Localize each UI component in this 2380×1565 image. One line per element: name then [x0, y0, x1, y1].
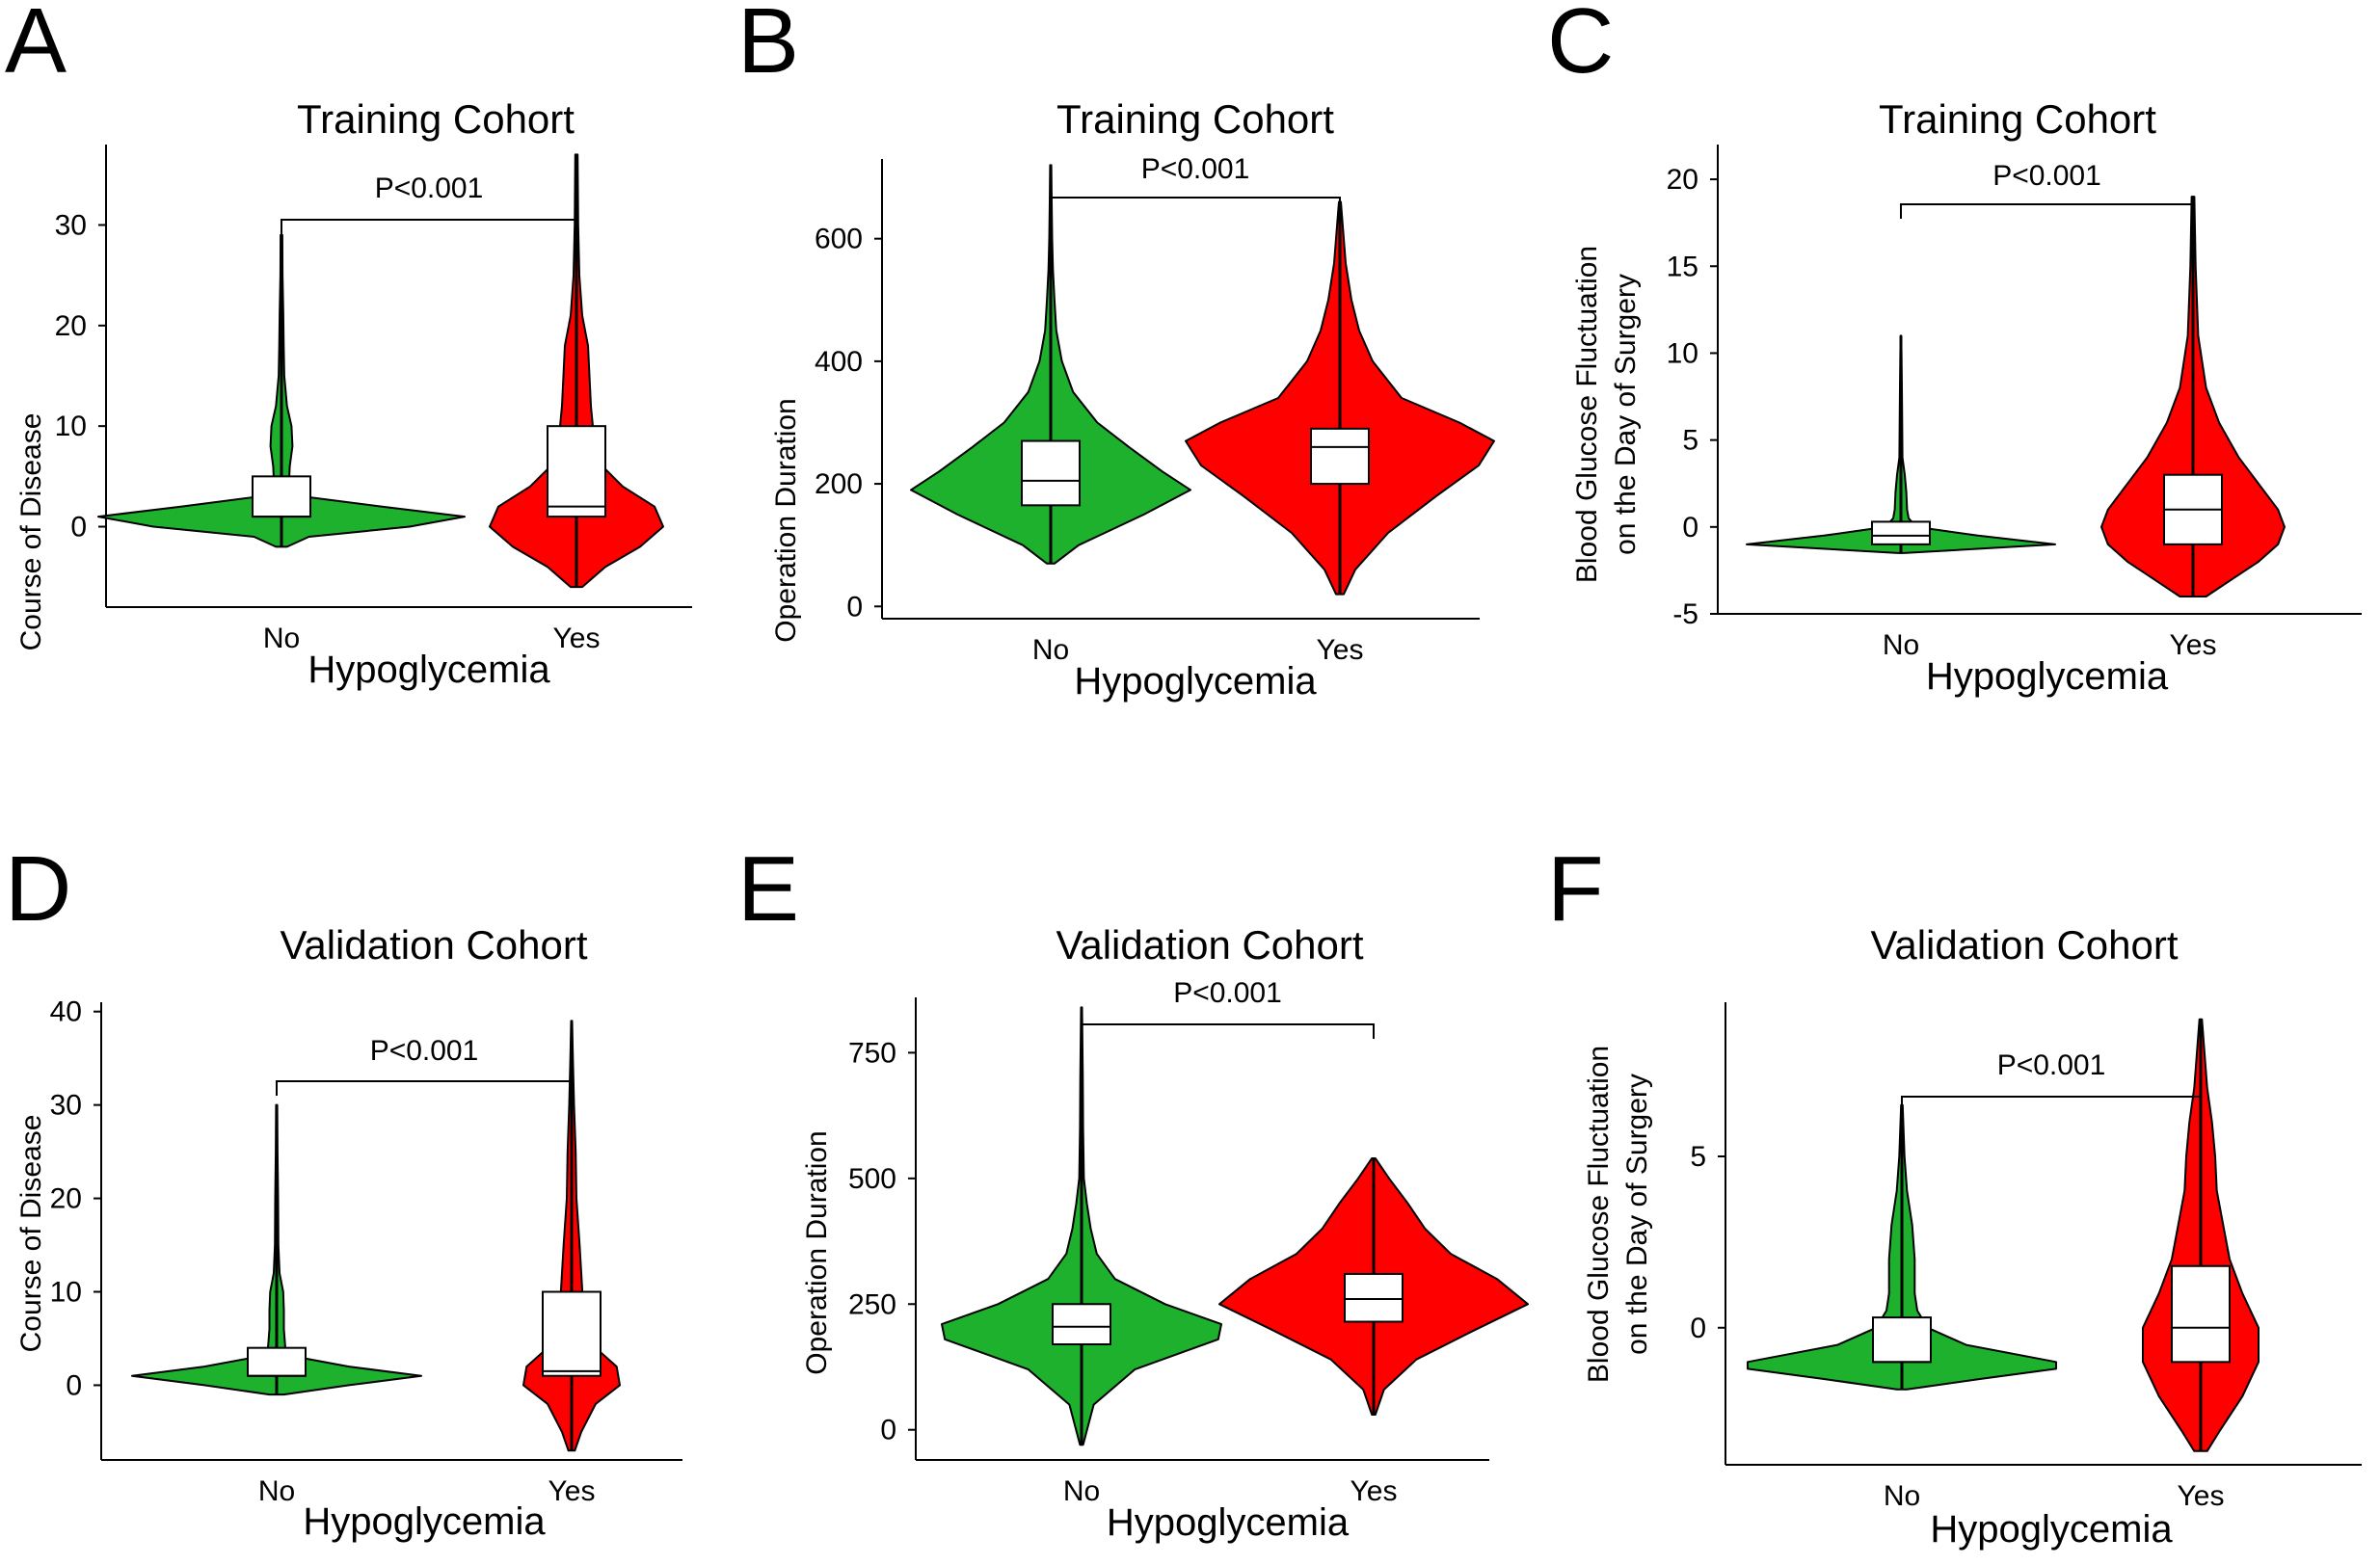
x-tick-label-yes: Yes	[553, 623, 601, 654]
panel-e: E Validation Cohort 0 250 500 750 Operation Du…	[737, 837, 1529, 1544]
panel-title: Validation Cohort	[280, 922, 587, 968]
y-tick-label: 20	[1667, 164, 1698, 196]
significance-bracket	[1050, 197, 1341, 212]
y-tick-label: 0	[1690, 1313, 1706, 1344]
y-axis-title: Operation Duration	[770, 398, 802, 642]
significance-bracket	[1900, 203, 2194, 219]
y-tick-label: 30	[50, 1090, 82, 1122]
y-tick-label: 750	[848, 1037, 896, 1069]
panel-letter: C	[1547, 0, 1614, 93]
y-tick-label: 600	[815, 224, 863, 255]
box-yes	[2171, 1264, 2231, 1364]
panel-title: Training Cohort	[1879, 96, 2156, 142]
p-value-label: P<0.001	[1992, 160, 2101, 192]
x-axis-title: Hypoglycemia	[1107, 1501, 1350, 1544]
p-value-label: P<0.001	[1141, 153, 1250, 185]
y-axis-title-line: Operation Duration	[801, 1130, 833, 1374]
panel-b: B Training Cohort 0 200 400 600 Operation Dura…	[737, 0, 1495, 703]
x-tick-label-yes: Yes	[548, 1475, 596, 1507]
box-yes	[542, 1290, 602, 1377]
x-axis-title: Hypoglycemia	[1926, 655, 2169, 698]
x-tick-label-yes: Yes	[1350, 1475, 1398, 1507]
y-tick-label: 20	[55, 310, 87, 342]
x-tick-label-yes: Yes	[2178, 1480, 2225, 1512]
y-axis-title-line: on the Day of Surgery	[1621, 1074, 1653, 1355]
y-tick-label: 0	[70, 512, 87, 544]
p-value-label: P<0.001	[375, 172, 484, 204]
box-no	[247, 1346, 307, 1377]
significance-bracket	[281, 219, 577, 234]
panel-title: Training Cohort	[1056, 96, 1334, 142]
panel-title: Training Cohort	[297, 96, 575, 142]
significance-bracket	[1081, 1023, 1375, 1039]
y-tick-label: 0	[1682, 512, 1698, 544]
x-tick-label-no: No	[1883, 629, 1919, 661]
x-tick-label-no: No	[1032, 634, 1069, 666]
panel-title: Validation Cohort	[1870, 922, 2178, 968]
y-tick-label: 5	[1682, 425, 1698, 457]
panel-letter: F	[1547, 837, 1604, 941]
y-tick-label: 0	[66, 1369, 82, 1401]
y-tick-label: 250	[848, 1288, 896, 1320]
panel-letter: B	[737, 0, 799, 93]
y-tick-label: 15	[1667, 251, 1698, 282]
y-axis-title-line: Blood Glucose Fluctuation	[1571, 246, 1603, 583]
box-yes	[1344, 1272, 1404, 1323]
x-axis-title: Hypoglycemia	[303, 1500, 546, 1543]
y-tick-label: 5	[1690, 1141, 1706, 1173]
x-tick-label-yes: Yes	[1317, 634, 1364, 666]
x-tick-label-yes: Yes	[2170, 629, 2217, 661]
panel-d: D Validation Cohort 0 10 20 30 40 Course of Dis…	[5, 837, 682, 1543]
y-axis-title-line: on the Day of Surgery	[1610, 274, 1642, 555]
x-tick-label-no: No	[1063, 1475, 1100, 1507]
y-tick-label: 20	[50, 1183, 82, 1215]
x-tick-label-no: No	[263, 623, 300, 654]
x-axis-title: Hypoglycemia	[1930, 1508, 2173, 1551]
box-no	[252, 475, 311, 518]
box-no	[1021, 439, 1081, 507]
y-tick-label: 200	[815, 468, 863, 500]
y-tick-label: 10	[55, 411, 87, 442]
y-axis-title-line: Operation Duration	[770, 398, 802, 642]
y-tick-label: 0	[846, 591, 863, 623]
panel-f: F Validation Cohort 0 5 Blood Glucose Fluctu…	[1547, 837, 2362, 1551]
y-axis-title: Course of Disease	[15, 413, 47, 651]
y-tick-label: 500	[848, 1163, 896, 1195]
x-axis-title: Hypoglycemia	[308, 649, 550, 691]
panel-title: Validation Cohort	[1056, 922, 1363, 968]
y-tick-label: 10	[50, 1277, 82, 1309]
y-tick-label: 30	[55, 209, 87, 241]
y-tick-label: 400	[815, 346, 863, 378]
p-value-label: P<0.001	[1997, 1049, 2106, 1081]
significance-bracket	[276, 1080, 573, 1096]
y-tick-label: 40	[50, 996, 82, 1028]
x-axis-title: Hypoglycemia	[1074, 660, 1317, 703]
significance-bracket	[1901, 1096, 2202, 1111]
box-yes	[1310, 427, 1370, 486]
y-tick-label: 0	[880, 1415, 896, 1446]
box-no	[1052, 1303, 1111, 1345]
panel-letter: A	[5, 0, 67, 93]
panel-letter: D	[5, 837, 71, 941]
panel-c: C Training Cohort -5 0 5 10 15 20 Blood Glucose …	[1547, 0, 2362, 698]
y-axis-title: Blood Glucose Fluctuation on the Day of S…	[1583, 1046, 1653, 1383]
box-no	[1871, 520, 1931, 545]
y-axis-title: Blood Glucose Fluctuation on the Day of S…	[1571, 246, 1642, 583]
x-tick-label-no: No	[258, 1475, 295, 1507]
y-axis-title-line: Blood Glucose Fluctuation	[1583, 1046, 1615, 1383]
y-axis-title: Operation Duration	[801, 1130, 833, 1374]
y-axis-title: Course of Disease	[15, 1115, 47, 1353]
panel-a: A Training Cohort 0 10 20 30 Course of Disease…	[5, 0, 692, 691]
y-axis-title-line: Course of Disease	[15, 413, 47, 651]
p-value-label: P<0.001	[1173, 977, 1282, 1009]
box-no	[1872, 1316, 1932, 1364]
y-axis-title-line: Course of Disease	[15, 1115, 47, 1353]
x-tick-label-no: No	[1884, 1480, 1920, 1512]
y-tick-label: 10	[1667, 337, 1698, 369]
box-yes	[547, 425, 606, 518]
panel-letter: E	[737, 837, 799, 941]
p-value-label: P<0.001	[370, 1035, 479, 1067]
y-tick-label: -5	[1672, 598, 1698, 630]
